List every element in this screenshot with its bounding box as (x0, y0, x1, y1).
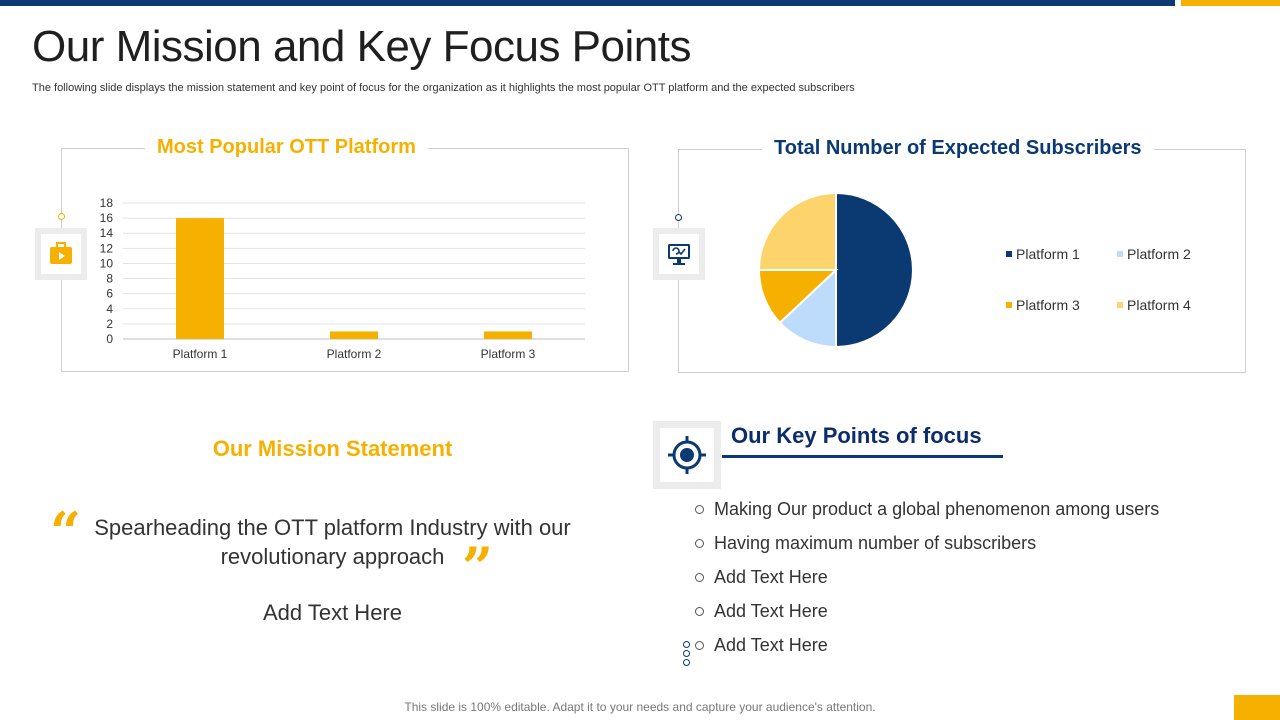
legend-label: Platform 2 (1127, 246, 1191, 262)
pie-slice (778, 267, 837, 349)
focus-underline (722, 455, 1003, 458)
mission-title: Our Mission Statement (212, 436, 453, 461)
list-item: Add Text Here (695, 594, 1159, 628)
y-tick-label: 12 (100, 241, 114, 255)
top-accent-bar-gold (1181, 0, 1280, 6)
y-tick-label: 10 (100, 256, 114, 270)
legend-swatch (1117, 302, 1123, 308)
y-tick-label: 4 (106, 302, 113, 316)
open-quote-icon: “ (50, 500, 82, 564)
tv-icon (50, 242, 72, 264)
page-subtitle: The following slide displays the mission… (32, 82, 855, 94)
list-item: Making Our product a global phenomenon a… (695, 493, 1159, 527)
page-title: Our Mission and Key Focus Points (32, 22, 691, 71)
bar (330, 331, 378, 339)
connector-dot (675, 214, 682, 221)
footer-accent (1234, 695, 1280, 720)
list-item: Having maximum number of subscribers (695, 527, 1159, 561)
legend-label: Platform 3 (1016, 297, 1080, 313)
mission-line-1: Spearheading the OTT platform Industry w… (94, 515, 571, 540)
tv-icon-box (35, 228, 87, 280)
subscribers-title: Total Number of Expected Subscribers (762, 137, 1154, 160)
target-icon-box (653, 421, 721, 489)
connector-dot (58, 213, 65, 220)
mission-add-text: Add Text Here (262, 600, 402, 625)
y-tick-label: 6 (106, 287, 113, 301)
y-tick-label: 2 (106, 317, 113, 331)
pie-slice (757, 191, 837, 271)
legend-label: Platform 1 (1016, 246, 1080, 262)
connector-dot (683, 641, 690, 648)
footer-note: This slide is 100% editable. Adapt it to… (404, 700, 876, 714)
popular-platform-title: Most Popular OTT Platform (145, 136, 428, 159)
y-tick-label: 16 (100, 211, 114, 225)
pie-chart (757, 191, 914, 349)
pie-slice (835, 191, 914, 349)
bar (176, 218, 224, 339)
bullet-icon (695, 539, 704, 549)
monitor-icon (668, 244, 690, 265)
target-icon (668, 436, 706, 474)
mission-line-2: revolutionary approach (220, 544, 445, 569)
legend-swatch (1117, 251, 1123, 257)
bullet-icon (695, 606, 704, 616)
pie-legend: Platform 1 Platform 2 Platform 3 Platform 4 (1006, 246, 1191, 313)
close-quote-icon: ” (462, 535, 494, 599)
y-tick-label: 18 (100, 196, 114, 210)
mission-statement: Spearheading the OTT platform Industry w… (60, 513, 605, 571)
y-tick-label: 8 (106, 272, 113, 286)
bullet-icon (695, 640, 704, 650)
focus-list: Making Our product a global phenomenon a… (695, 493, 1159, 662)
connector-dot (683, 659, 690, 666)
legend-label: Platform 4 (1127, 297, 1191, 313)
legend-swatch (1006, 302, 1012, 308)
y-tick-label: 0 (106, 332, 113, 346)
x-tick-label: Platform 1 (173, 347, 228, 361)
connector-dot (683, 650, 690, 657)
bar (484, 331, 532, 339)
bullet-icon (695, 505, 704, 515)
focus-title: Our Key Points of focus (731, 423, 982, 448)
legend-swatch (1006, 251, 1012, 257)
x-tick-label: Platform 3 (481, 347, 536, 361)
y-tick-label: 14 (100, 226, 114, 240)
list-item: Add Text Here (695, 561, 1159, 595)
list-item: Add Text Here (695, 628, 1159, 662)
bullet-icon (695, 572, 704, 582)
monitor-icon-box (653, 228, 705, 280)
top-accent-bar (0, 0, 1175, 6)
x-tick-label: Platform 2 (327, 347, 382, 361)
